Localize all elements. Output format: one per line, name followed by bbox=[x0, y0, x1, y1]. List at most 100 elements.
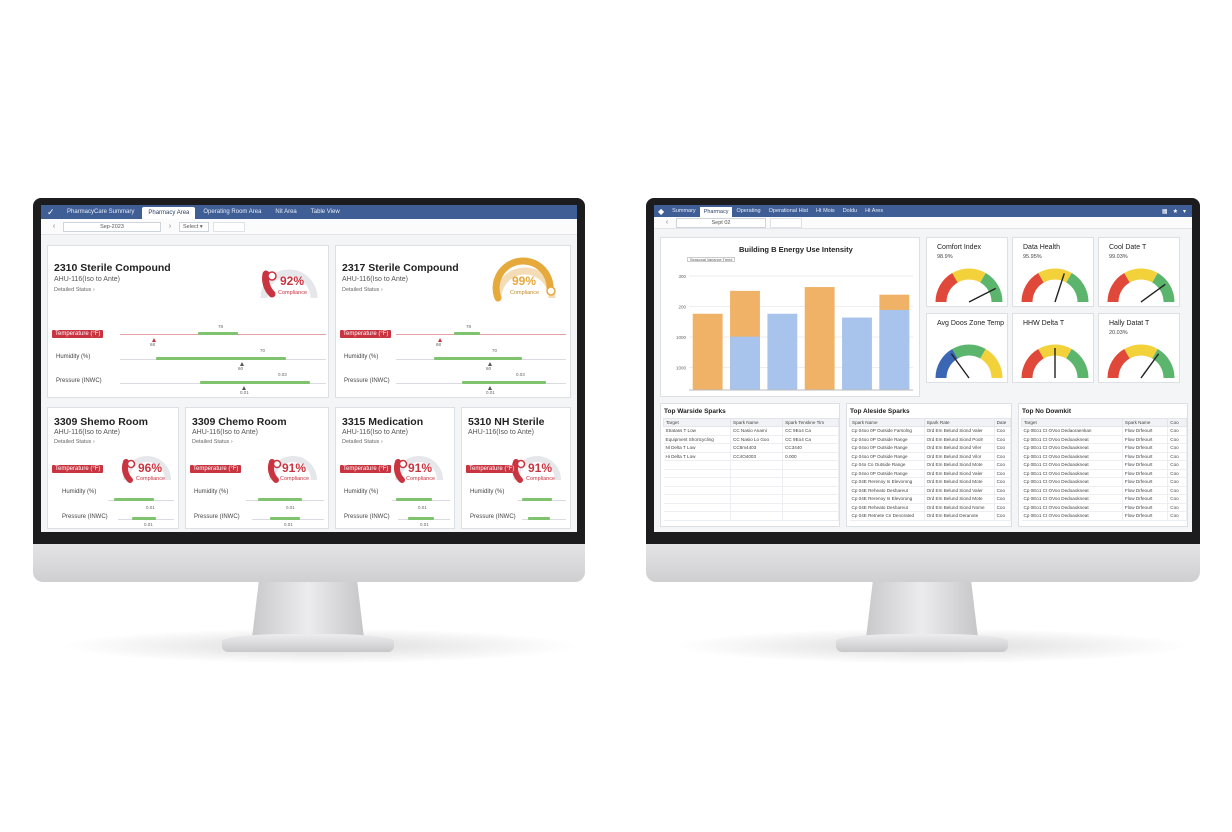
table-row[interactable]: Hi Delta T Low CC4O4003 0.000 bbox=[663, 452, 839, 461]
prev-date-icon[interactable]: ‹ bbox=[52, 222, 56, 230]
kpi-gauge bbox=[1021, 268, 1089, 303]
pressure-top-tick: 0.03 bbox=[278, 372, 287, 377]
table-cell bbox=[663, 486, 732, 495]
tab-pharmacy[interactable]: Pharmacy bbox=[699, 207, 733, 217]
table-row[interactable]: Cp 04oo 0P Outside Range Ord Em Belund Si… bbox=[849, 452, 1012, 461]
table-row[interactable]: Cp 0Eo1 Ct OVoo Dedoaokneat Flow Drfeourt… bbox=[1021, 443, 1187, 453]
table-row[interactable]: Cp 04E Reheato Deshareut Ord Em Belund Si… bbox=[849, 486, 1012, 495]
gauge-knob bbox=[272, 459, 282, 469]
table-row[interactable]: Cp 0Eo1 Ct OVoo Dedoaokneat Flow Drfeourt… bbox=[1021, 477, 1187, 487]
column-header[interactable]: Spark Name bbox=[730, 418, 784, 427]
detailed-status-link[interactable]: Detailed Status › bbox=[54, 287, 95, 293]
room-subtitle: AHU-116(Iso to Ante) bbox=[342, 429, 409, 436]
column-header[interactable]: Spark Tenskne Tim bbox=[782, 418, 839, 427]
room-card-3309-chemo[interactable]: 3309 Chemo Room AHU-116(Iso to Ante) Det… bbox=[185, 407, 329, 529]
temperature-label: Temperature (°F) bbox=[52, 330, 104, 338]
kpi-title: Avg Doos Zone Temp bbox=[937, 320, 1005, 327]
tab-pharmacycare-summary[interactable]: PharmacyCare Summary bbox=[67, 209, 135, 215]
column-header[interactable]: Coo bbox=[1167, 418, 1187, 427]
column-header[interactable]: Spark Name bbox=[849, 418, 925, 427]
tab-summary[interactable]: Summary bbox=[672, 208, 696, 214]
table-row[interactable] bbox=[663, 486, 839, 495]
table-cell bbox=[663, 494, 732, 504]
humidity-label: Humidity (%) bbox=[62, 489, 97, 495]
grid-icon[interactable]: ▦ bbox=[1161, 208, 1168, 215]
tab-operating-room-area[interactable]: Operating Room Area bbox=[203, 209, 262, 215]
table-cell: Coo bbox=[1167, 486, 1187, 495]
detailed-status-link[interactable]: Detailed Status › bbox=[342, 439, 383, 445]
kpi-card[interactable]: Cool Date T 99.03% bbox=[1098, 237, 1180, 307]
table-row[interactable]: Cp 0Eo1 Ct OVoo Dedoaokneat Flow Drfeourt… bbox=[1021, 503, 1187, 512]
room-card-2317[interactable]: 2317 Sterile Compound AHU-116(Iso to Ant… bbox=[335, 245, 571, 398]
table-row[interactable]: Cp 04E Reheato Deshareut Ord Em Belund Si… bbox=[849, 503, 1012, 512]
prev-date-icon[interactable]: ‹ bbox=[665, 218, 669, 226]
table-row[interactable]: Stratass T Low CC Nasio Anami CC 9Eo4 Ca bbox=[663, 426, 839, 436]
filter-field[interactable] bbox=[213, 221, 245, 232]
filter-field[interactable] bbox=[770, 217, 802, 228]
table-row[interactable] bbox=[663, 503, 839, 512]
table-row[interactable]: Cp 04oo 0P Outside Farsolng Ord Em Belund… bbox=[849, 426, 1012, 436]
table-row[interactable]: Equipment Shortcycling CC Nasio Lo Goo CC … bbox=[663, 435, 839, 444]
tab-table-view[interactable]: Table View bbox=[310, 209, 340, 215]
table-row[interactable]: Cp 04E Retnete Cn Denorated Ord Em Belund… bbox=[849, 511, 1012, 521]
star-icon[interactable]: ★ bbox=[1172, 208, 1178, 215]
tab-operational-hist[interactable]: Operational Hist bbox=[768, 208, 809, 214]
table-row[interactable] bbox=[663, 511, 839, 521]
table-row[interactable]: Cp 0Eo1 Ct OVoo Dedoaokneat Flow Drfeourt… bbox=[1021, 469, 1187, 478]
table-row[interactable]: Cp 04oo 0P Outside Range Ord Em Belund Si… bbox=[849, 435, 1012, 444]
kpi-card[interactable]: Avg Doos Zone Temp bbox=[926, 313, 1008, 383]
table-cell: Ord Em Belund Siond Mote bbox=[924, 477, 995, 487]
table-row[interactable] bbox=[663, 460, 839, 470]
room-card-5310[interactable]: 5310 NH Sterile AHU-116(Iso to Ante) 91%… bbox=[461, 407, 571, 529]
date-field[interactable]: Sept 02 bbox=[676, 217, 766, 228]
room-card-3315[interactable]: 3315 Medication AHU-116(Iso to Ante) Det… bbox=[335, 407, 455, 529]
tab-nit-area[interactable]: Nit Area bbox=[275, 209, 297, 215]
table-row[interactable]: Cp 04oo 0P Outside Range Ord Em Belund Si… bbox=[849, 469, 1012, 478]
kpi-gauge-segment bbox=[1065, 272, 1089, 303]
table-row[interactable]: Cp 04E Rerenoy Is Elevorong Ord Em Belund… bbox=[849, 494, 1012, 504]
table-row[interactable]: Cp 0Eo1 Ct OVoo Dedoaokneat Flow Drfeourt… bbox=[1021, 435, 1187, 444]
kpi-card[interactable]: Hally Datat T 20.03% bbox=[1098, 313, 1180, 383]
table-cell: Cp 0Eo1 Ct OVoo Dedoaokneat bbox=[1021, 511, 1123, 521]
table-row[interactable]: Cp 04oo 0P Outside Range Ord Em Belund Si… bbox=[849, 443, 1012, 453]
table-row[interactable]: Cp 04E Rerenoy Is Elevorong Ord Em Belund… bbox=[849, 477, 1012, 487]
table-row[interactable] bbox=[663, 494, 839, 504]
table-title: Top Warside Sparks bbox=[664, 408, 726, 415]
table-row[interactable]: Cp 0Eo1 Ct OVoo Dedoaokneat Flow Drfeourt… bbox=[1021, 452, 1187, 461]
room-card-2310[interactable]: 2310 Sterile Compound AHU-116(Iso to Ant… bbox=[47, 245, 329, 398]
tab-pharmacy-area[interactable]: Pharmacy Area bbox=[142, 207, 196, 219]
table-row[interactable]: Cp 0Eo1 Ct OVoo Dedoaokneat Flow Drfeourt… bbox=[1021, 494, 1187, 504]
table-row[interactable] bbox=[663, 477, 839, 487]
column-header[interactable]: Date bbox=[993, 418, 1012, 427]
tab-ht-mois[interactable]: Ht Mois bbox=[816, 208, 835, 214]
column-header[interactable]: Target bbox=[662, 418, 732, 427]
settings-icon[interactable]: ▾ bbox=[1182, 208, 1186, 215]
kpi-card[interactable]: HHW Delta T bbox=[1012, 313, 1094, 383]
tab-operating[interactable]: Operating bbox=[736, 208, 761, 214]
table-cell bbox=[782, 494, 839, 504]
date-field[interactable]: Sep-2023 bbox=[63, 221, 161, 232]
select-dropdown[interactable]: Select ▾ bbox=[179, 221, 209, 232]
next-date-icon[interactable]: › bbox=[168, 222, 172, 230]
kpi-card[interactable]: Data Health 95.95% bbox=[1012, 237, 1094, 307]
room-card-3309-shemo[interactable]: 3309 Shemo Room AHU-116(Iso to Ante) Det… bbox=[47, 407, 179, 529]
detailed-status-link[interactable]: Detailed Status › bbox=[342, 287, 383, 293]
table-row[interactable]: Cp 0Eo1 Ct OVoo Dedoaokneat Flow Drfeourt… bbox=[1021, 511, 1187, 521]
table-row[interactable]: Cp 0Eo1 Ct OVoo Dedoaokneat Flow Drfeourt… bbox=[1021, 460, 1187, 470]
column-header[interactable]: Target bbox=[1021, 418, 1123, 427]
tab-doldu[interactable]: Doldu bbox=[842, 208, 858, 214]
kpi-card[interactable]: Comfort Index 98.9% bbox=[926, 237, 1008, 307]
table-cell: Cp 0Eo1 Ct OVoo Dedoaokneat bbox=[1021, 503, 1123, 512]
detailed-status-link[interactable]: Detailed Status › bbox=[54, 439, 95, 445]
table-row[interactable]: Nl Delta T Low CC8m4403 CC3440 bbox=[663, 443, 839, 453]
column-header[interactable]: Spark Name bbox=[1121, 418, 1169, 427]
table-row[interactable]: Cp 0Eo1 Ct OVoo Dedoaokneat Flow Drfeourt… bbox=[1021, 486, 1187, 495]
table-row[interactable]: Cp 04o Co Outside Range Ord Em Belund Sio… bbox=[849, 460, 1012, 470]
column-header[interactable]: Spark Rate bbox=[923, 418, 995, 427]
detailed-status-link[interactable]: Detailed Status › bbox=[192, 439, 233, 445]
detailed-status-label: Detailed Status bbox=[342, 287, 380, 293]
table-cell: Coo bbox=[994, 443, 1012, 453]
table-row[interactable] bbox=[663, 469, 839, 478]
table-row[interactable]: Cp 0Eo1 Ct OVoo Dedaoraenkan Flow Drfeour… bbox=[1021, 426, 1187, 436]
tab-ht-ares[interactable]: Ht Ares bbox=[865, 208, 884, 214]
